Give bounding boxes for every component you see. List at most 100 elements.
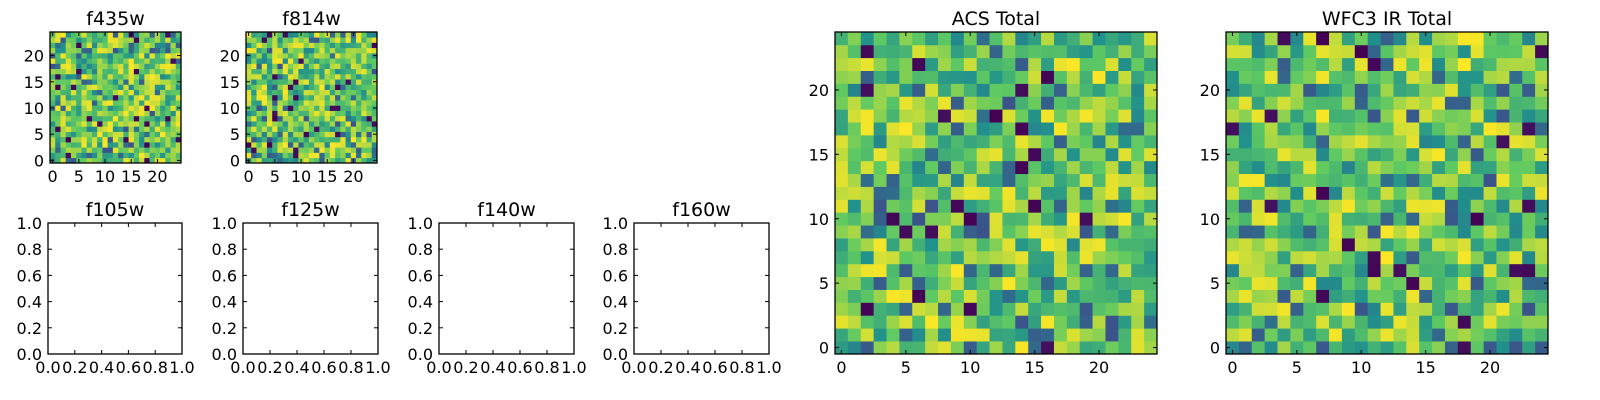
heatmap-cell	[154, 100, 161, 106]
heatmap-cell	[938, 83, 952, 97]
heatmap-cell	[1509, 289, 1523, 303]
heatmap-cell	[76, 105, 82, 111]
heatmap-cell	[149, 131, 156, 138]
heatmap-cell	[366, 42, 373, 49]
heatmap-cell	[329, 115, 336, 122]
heatmap-cell	[160, 136, 166, 143]
heatmap-cell	[361, 126, 367, 132]
heatmap-cell	[303, 47, 310, 54]
heatmap-cell	[1131, 83, 1145, 97]
x-tick-label: 1.0	[169, 358, 194, 377]
heatmap-cell	[1380, 122, 1394, 136]
heatmap-cell	[65, 42, 72, 49]
heatmap-cell	[847, 96, 862, 110]
heatmap-cell	[160, 142, 166, 148]
heatmap-cell	[170, 42, 177, 49]
heatmap-cell	[1329, 341, 1343, 355]
heatmap-cell	[55, 89, 61, 96]
heatmap-cell	[963, 186, 978, 200]
heatmap-cell	[1118, 315, 1132, 329]
heatmap-cell	[1238, 44, 1253, 59]
heatmap-cell	[314, 37, 320, 43]
heatmap-cell	[989, 83, 1003, 97]
heatmap-cell	[925, 263, 939, 278]
heatmap-cell	[1303, 199, 1317, 213]
heatmap-cell	[1066, 328, 1081, 342]
heatmap-cell	[350, 105, 357, 111]
heatmap-cell	[1066, 276, 1081, 290]
heatmap-cell	[1226, 186, 1240, 200]
heatmap-cell	[55, 32, 61, 38]
heatmap-cell	[112, 52, 119, 59]
heatmap-cell	[149, 73, 156, 80]
heatmap-cell	[1028, 109, 1042, 123]
heatmap-cell	[1483, 238, 1497, 252]
heatmap-cell	[50, 136, 56, 143]
heatmap-cell	[950, 276, 965, 290]
heatmap-cell	[356, 42, 362, 49]
y-tick-label: 5	[34, 125, 44, 144]
heatmap-cell	[1496, 186, 1510, 200]
heatmap-cell	[1444, 147, 1459, 162]
heatmap-cell	[70, 115, 77, 122]
heatmap-cell	[1118, 328, 1132, 342]
heatmap-cell	[65, 68, 72, 75]
heatmap-cell	[1470, 250, 1484, 265]
heatmap-cell	[55, 136, 61, 143]
heatmap-cell	[329, 42, 336, 49]
heatmap-cell	[314, 32, 320, 38]
heatmap-cell	[308, 94, 315, 101]
heatmap-cell	[55, 121, 61, 127]
heatmap-cell	[345, 37, 352, 43]
heatmap-cell	[55, 84, 61, 90]
heatmap-cell	[144, 94, 150, 101]
heatmap-cell	[55, 126, 61, 132]
heatmap-cell	[976, 109, 990, 123]
heatmap-cell	[76, 52, 82, 59]
heatmap-cell	[1341, 109, 1356, 123]
heatmap-cell	[86, 68, 93, 75]
heatmap-cell	[1419, 341, 1433, 355]
heatmap-cell	[912, 289, 926, 303]
heatmap-cell	[1496, 276, 1510, 290]
heatmap-cell	[128, 89, 135, 96]
heatmap-cell	[925, 96, 939, 110]
heatmap-cell	[1406, 276, 1420, 290]
panel-title: f105w	[86, 199, 145, 221]
heatmap-cell	[1393, 109, 1407, 123]
heatmap-cell	[1105, 32, 1119, 46]
x-tick-label: 0.4	[675, 358, 700, 377]
heatmap-cell	[86, 42, 93, 49]
heatmap-cell	[308, 115, 315, 122]
heatmap-cell	[1354, 315, 1369, 329]
heatmap-cell	[251, 136, 257, 143]
heatmap-cell	[107, 105, 114, 111]
heatmap-cell	[1092, 263, 1106, 278]
heatmap-cell	[1509, 328, 1523, 342]
heatmap-cell	[1341, 263, 1356, 278]
heatmap-cell	[925, 328, 939, 342]
heatmap-cell	[1432, 83, 1446, 97]
heatmap-cell	[1509, 250, 1523, 265]
heatmap-cell	[1251, 289, 1265, 303]
heatmap-cell	[1457, 341, 1472, 355]
heatmap-cell	[847, 289, 862, 303]
heatmap-cell	[1419, 315, 1433, 329]
heatmap-cell	[860, 250, 874, 265]
heatmap-cell	[76, 142, 82, 148]
heatmap-cell	[139, 32, 145, 38]
heatmap-cell	[102, 84, 108, 90]
heatmap-cell	[938, 238, 952, 252]
heatmap-cell	[1002, 328, 1016, 342]
heatmap-cell	[860, 302, 874, 316]
heatmap-cell	[886, 83, 900, 97]
heatmap-cell	[170, 52, 177, 59]
heatmap-cell	[91, 147, 98, 153]
heatmap-cell	[366, 100, 373, 106]
heatmap-cell	[329, 152, 336, 159]
heatmap-cell	[1329, 328, 1343, 342]
heatmap-cell	[298, 121, 304, 127]
heatmap-cell	[912, 44, 926, 59]
heatmap-cell	[1367, 263, 1381, 278]
heatmap-cell	[76, 84, 82, 90]
